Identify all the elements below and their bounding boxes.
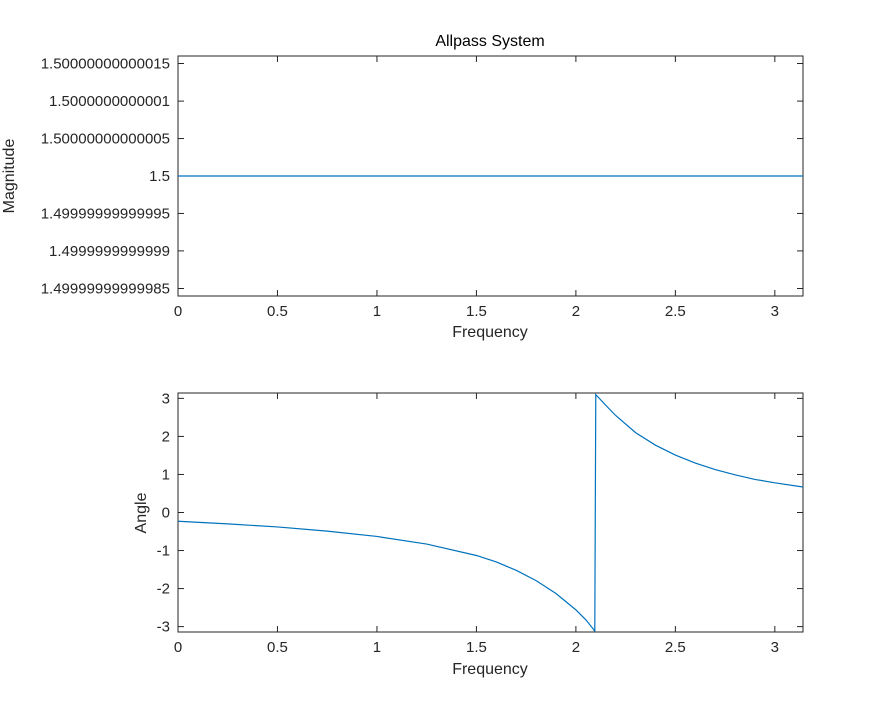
x-tick-label: 2.5 (665, 639, 686, 656)
y-tick-label: 1.5000000000001 (49, 93, 170, 110)
y-tick-label: 1.5 (149, 168, 170, 185)
x-tick-label: 2 (572, 639, 580, 656)
y-tick-label: 1.50000000000005 (41, 131, 170, 148)
x-tick-label: 3 (771, 303, 779, 320)
x-tick-label: 1 (373, 303, 381, 320)
x-tick-label: 1.5 (466, 303, 487, 320)
x-tick-label: 0.5 (267, 303, 288, 320)
chart-title: Allpass System (435, 33, 544, 50)
y-tick-label: 3 (162, 390, 170, 407)
y-tick-label: -3 (157, 619, 170, 636)
x-tick-label: 2.5 (665, 303, 686, 320)
angle-ylabel: Angle (133, 492, 150, 533)
angle-xlabel: Frequency (452, 661, 528, 678)
angle-line (177, 393, 804, 632)
x-tick-label: 0 (174, 303, 182, 320)
x-tick-label: 1 (373, 639, 381, 656)
angle-axes: 0 0.5 1 1.5 2 2.5 3 -3 -2 -1 0 1 2 3 (157, 390, 804, 656)
y-tick-label: 1.49999999999995 (41, 205, 170, 222)
y-tick-label: 2 (162, 428, 170, 445)
y-tick-label: 1 (162, 466, 170, 483)
magnitude-axes: 0 0.5 1 1.5 2 2.5 3 1.49999999999985 1.499999999… (41, 55, 804, 320)
x-tick-label: 2 (572, 303, 580, 320)
x-tick-label: 0.5 (267, 639, 288, 656)
magnitude-ylabel: Magnitude (1, 139, 18, 214)
x-tick-label: 1.5 (466, 639, 487, 656)
axes-frame (177, 392, 804, 633)
x-tick-label: 3 (771, 639, 779, 656)
angle-plot: 0 0.5 1 1.5 2 2.5 3 -3 -2 -1 0 1 2 3 Frequency Angle (133, 390, 804, 678)
y-tick-label: 1.50000000000015 (41, 55, 170, 72)
y-tick-label: -1 (157, 543, 170, 560)
y-tick-label: 1.4999999999999 (49, 243, 170, 260)
y-tick-label: 1.49999999999985 (41, 281, 170, 298)
magnitude-xlabel: Frequency (452, 324, 528, 341)
magnitude-plot: Allpass System 0 0.5 1 1.5 2 2.5 3 1.4999999999… (1, 33, 804, 341)
x-tick-label: 0 (174, 639, 182, 656)
y-tick-label: 0 (162, 505, 170, 522)
y-tick-label: -2 (157, 581, 170, 598)
